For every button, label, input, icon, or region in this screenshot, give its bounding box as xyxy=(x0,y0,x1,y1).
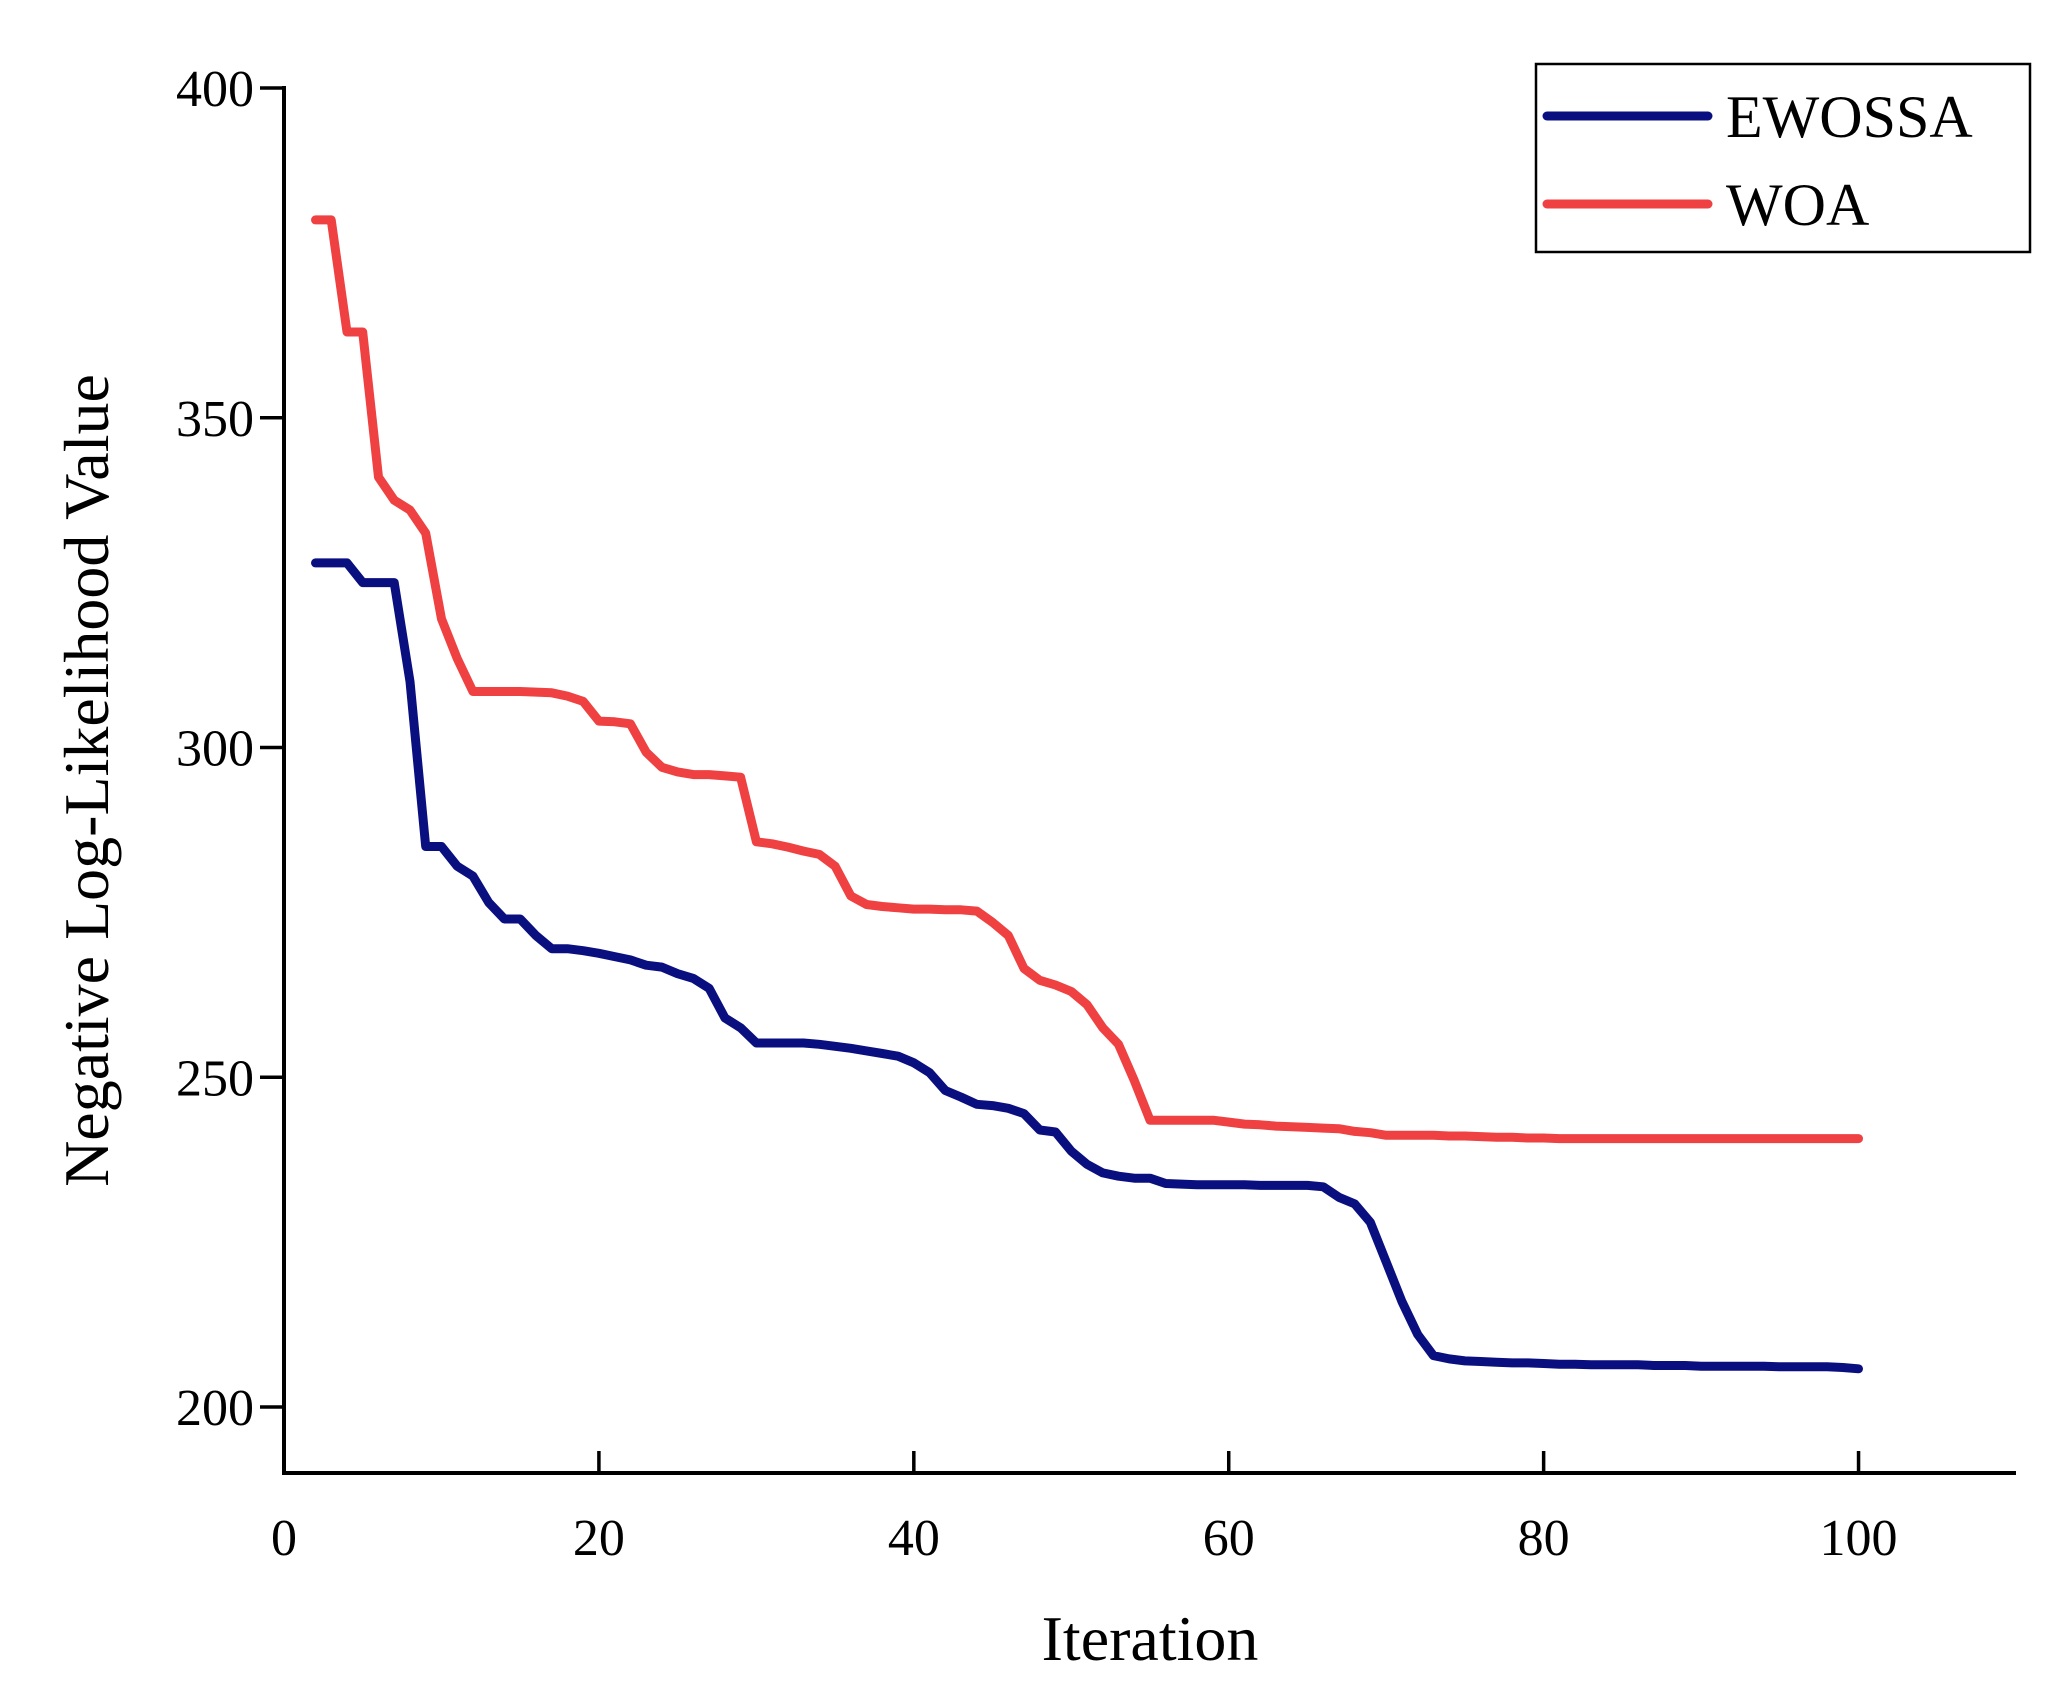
series-group xyxy=(311,215,1863,1374)
y-axis-ticks: 200 250 300 350 400 xyxy=(176,61,284,1437)
x-tick-label-60: 60 xyxy=(1203,1510,1255,1567)
series-line-woa xyxy=(311,215,1863,1144)
x-tick-label-100: 100 xyxy=(1820,1510,1898,1567)
legend-label-woa: WOA xyxy=(1726,172,1869,238)
legend-label-ewossa: EWOSSA xyxy=(1726,84,1973,150)
y-tick-label-200: 200 xyxy=(176,1380,254,1437)
y-tick-label-300: 300 xyxy=(176,721,254,778)
y-tick-label-250: 250 xyxy=(176,1050,254,1107)
x-tick-label-0: 0 xyxy=(271,1510,297,1567)
axes xyxy=(282,86,2016,1475)
x-axis-ticks: 0 20 40 60 80 100 xyxy=(271,1451,1898,1567)
legend: EWOSSA WOA xyxy=(1534,62,2032,254)
legend-box xyxy=(1534,62,2032,254)
y-tick-label-350: 350 xyxy=(176,391,254,448)
y-axis-title: Negative Log-Likelihood Value xyxy=(51,374,122,1187)
x-tick-label-80: 80 xyxy=(1518,1510,1570,1567)
x-tick-label-20: 20 xyxy=(573,1510,625,1567)
x-tick-label-40: 40 xyxy=(888,1510,940,1567)
x-axis-title: Iteration xyxy=(1042,1603,1259,1674)
series-line-ewossa xyxy=(311,558,1863,1374)
y-tick-label-400: 400 xyxy=(176,61,254,118)
